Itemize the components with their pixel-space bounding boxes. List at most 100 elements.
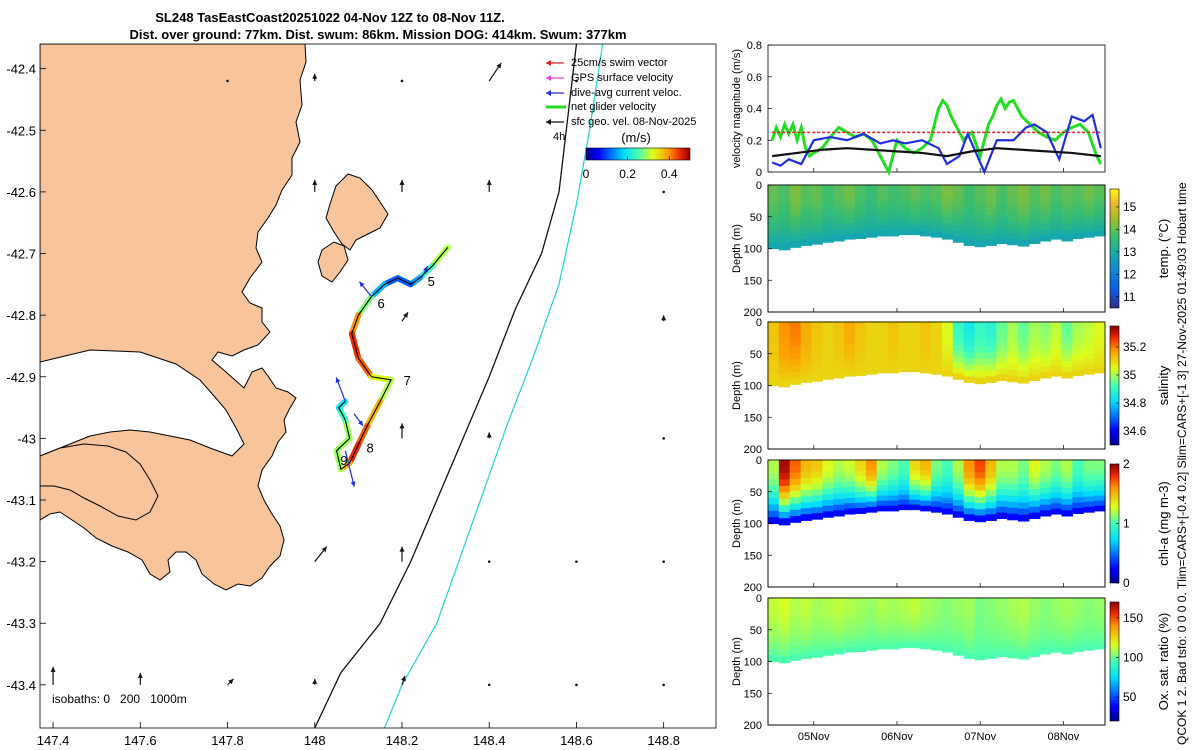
section-cell — [1061, 625, 1073, 633]
section-cell — [963, 191, 976, 198]
section-cell — [1083, 608, 1095, 615]
section-cell — [876, 465, 889, 471]
section-cell — [800, 628, 813, 635]
surface-velocity-vectors — [50, 62, 667, 687]
section-cell — [768, 341, 780, 348]
section-cell — [898, 612, 910, 619]
section-cell — [909, 331, 921, 338]
section-cell — [1094, 322, 1106, 328]
section-cell — [1039, 510, 1052, 517]
section-cell — [1018, 221, 1030, 229]
section-cell — [931, 348, 943, 354]
legend-sfc: sfc geo. vel. 08-Nov-2025 — [546, 116, 696, 128]
section-cell — [800, 340, 813, 347]
section-cell — [789, 197, 802, 205]
section-cell — [811, 501, 823, 508]
section-cell — [854, 624, 867, 631]
glider-track — [333, 244, 451, 473]
section-cell — [1050, 598, 1063, 604]
vel-y-tick-label: 0.8 — [747, 40, 762, 52]
section-cell — [768, 498, 780, 506]
sfc-vector — [226, 79, 229, 83]
section-cell — [811, 339, 823, 347]
section-cell — [789, 460, 802, 467]
section-cell — [974, 610, 987, 618]
vel-series-net — [770, 95, 1103, 177]
section-cell — [1083, 205, 1095, 212]
section-cell — [800, 185, 813, 192]
map-y-tick-label: -42.7 — [6, 247, 36, 262]
section-cell — [1028, 603, 1041, 611]
section-cell — [898, 194, 910, 201]
section-cell — [1007, 471, 1019, 479]
section-cell — [963, 622, 976, 629]
section-y-label: Depth (m) — [731, 224, 743, 273]
section-cell — [1028, 225, 1041, 233]
section-cell — [941, 465, 954, 472]
section-cell — [952, 350, 965, 357]
section-cell — [1018, 514, 1030, 522]
section-cell — [854, 338, 867, 344]
dive-vector-head — [358, 420, 364, 426]
section-cell — [768, 479, 780, 486]
section-cell — [822, 477, 834, 484]
section-cell — [1028, 609, 1041, 617]
section-cell — [1018, 496, 1030, 504]
section-cell — [985, 652, 997, 659]
section-y-tick-label: 50 — [750, 487, 762, 499]
section-cell — [996, 615, 1008, 622]
section-cell — [941, 603, 954, 610]
section-cell — [909, 219, 921, 226]
section-cell — [996, 220, 1008, 227]
section-cell — [909, 351, 921, 358]
section-cell — [1007, 220, 1019, 228]
section-cell — [778, 360, 791, 368]
section-cell — [1094, 643, 1106, 650]
section-cell — [1028, 237, 1041, 245]
section-cell — [854, 640, 867, 647]
section-cell — [800, 460, 813, 467]
section-cell — [1039, 598, 1052, 605]
section-cell — [854, 327, 867, 334]
section-cell — [952, 511, 965, 518]
section-cell — [865, 613, 878, 620]
section-cell — [920, 347, 932, 354]
section-cell — [931, 332, 943, 339]
section-cell — [768, 598, 780, 605]
section-cell — [1039, 476, 1052, 483]
section-cell — [800, 496, 813, 503]
section-cell — [1094, 190, 1106, 196]
section-cell — [854, 195, 867, 202]
section-cell — [811, 345, 823, 353]
sfc-vector-head — [50, 666, 56, 672]
section-cell — [1094, 185, 1106, 191]
section-cell — [1094, 230, 1106, 237]
section-cell — [833, 190, 845, 197]
section-cell — [898, 637, 910, 644]
section-cell — [920, 613, 932, 619]
section-cell — [854, 481, 867, 488]
section-cell — [1061, 487, 1073, 495]
section-cell — [920, 475, 932, 481]
section-cell — [1061, 361, 1073, 368]
section-cell — [931, 470, 943, 477]
colorbar-tick-label: 34.8 — [1123, 396, 1147, 410]
section-cell — [963, 352, 976, 359]
sfc-vector — [662, 560, 665, 563]
section-cell — [1028, 333, 1041, 341]
section-cell — [1018, 203, 1030, 210]
section-cell — [1007, 196, 1019, 204]
section-cell — [1094, 505, 1106, 512]
section-cell — [833, 349, 845, 357]
section-cell — [844, 460, 856, 466]
section-cell — [952, 373, 965, 380]
section-cell — [1028, 327, 1041, 335]
section-cell — [1083, 639, 1095, 646]
section-cell — [1050, 470, 1063, 477]
section-cell — [768, 197, 780, 205]
section-cell — [898, 460, 910, 466]
section-cell — [833, 642, 845, 649]
section-cell — [1061, 366, 1073, 373]
section-cell — [876, 475, 889, 481]
section-cell — [844, 492, 856, 499]
